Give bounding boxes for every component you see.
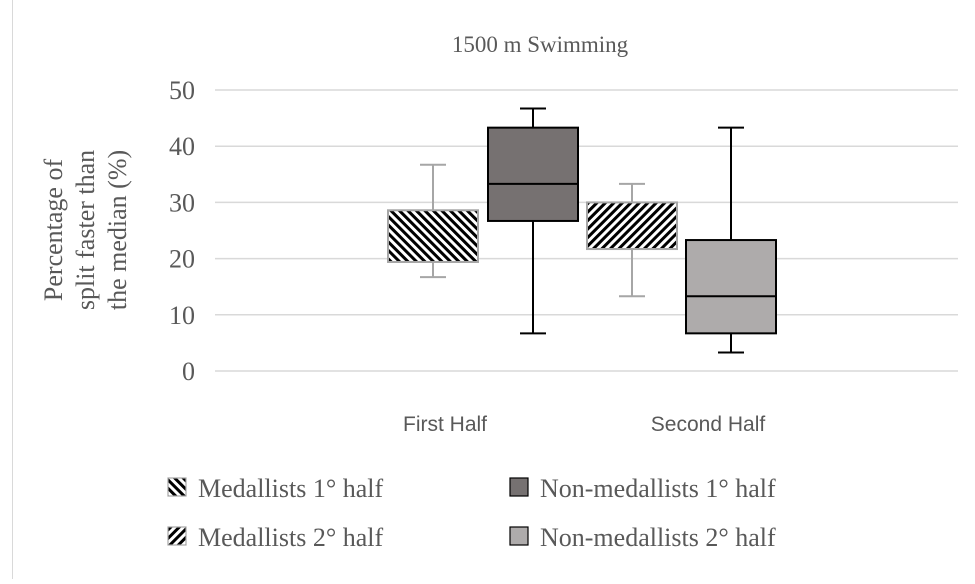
box-plot <box>586 182 678 298</box>
legend-swatch <box>167 526 187 546</box>
x-tick-label: First Half <box>403 413 487 436</box>
y-tick-label: 10 <box>169 301 195 330</box>
box-plots <box>387 107 777 354</box>
legend-label: Non-medallists 1° half <box>540 474 776 503</box>
legend-item: Medallists 2° half <box>167 523 383 552</box>
legend-swatch <box>509 526 529 546</box>
box-iqr <box>685 239 777 335</box>
x-tick-label: Second Half <box>651 413 766 436</box>
box-iqr <box>586 201 678 251</box>
y-tick-label: 40 <box>169 132 195 161</box>
box-plot <box>387 163 479 279</box>
legend-item: Medallists 1° half <box>167 474 383 503</box>
y-tick-label: 50 <box>169 76 195 105</box>
legend: Medallists 1° half Non-medallists 1° half… <box>167 474 776 552</box>
legend-swatch <box>167 477 187 497</box>
y-tick-labels: 0 10 20 30 40 50 <box>169 76 195 386</box>
box-plot <box>685 126 777 354</box>
y-axis-label: Percentage of split faster than the medi… <box>39 150 132 310</box>
chart-title: 1500 m Swimming <box>452 32 629 57</box>
y-tick-label: 0 <box>182 357 195 386</box>
box-iqr <box>387 209 479 263</box>
legend-item: Non-medallists 2° half <box>509 523 776 552</box>
legend-label: Medallists 1° half <box>198 474 383 503</box>
legend-label: Medallists 2° half <box>198 523 383 552</box>
legend-item: Non-medallists 1° half <box>509 474 776 503</box>
y-tick-label: 30 <box>169 188 195 217</box>
box-iqr <box>487 126 579 222</box>
x-tick-labels: First Half Second Half <box>403 413 765 436</box>
box-plot <box>487 107 579 335</box>
y-axis-label-line-2: split faster than <box>71 150 100 310</box>
gridlines <box>215 89 958 372</box>
y-axis-label-line-1: Percentage of <box>39 159 68 302</box>
left-border <box>12 0 13 579</box>
y-axis-label-line-3: the median (%) <box>103 150 132 310</box>
y-tick-label: 20 <box>169 245 195 274</box>
legend-swatch <box>509 477 529 497</box>
legend-label: Non-medallists 2° half <box>540 523 776 552</box>
